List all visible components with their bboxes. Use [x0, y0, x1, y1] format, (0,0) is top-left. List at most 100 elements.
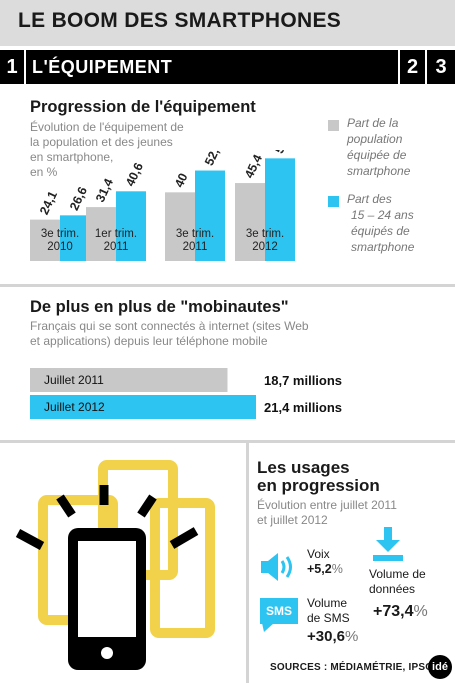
tab-2[interactable]: 2 [400, 50, 425, 84]
category-label: 3e trim. [246, 228, 284, 240]
bar-value-label: 52,7 [202, 150, 225, 168]
section3-title-line: en progression [257, 476, 380, 495]
legend-line: population [347, 132, 403, 146]
burst-line [56, 494, 76, 518]
phone-back-right-icon [150, 498, 215, 638]
legend-line: Part de la [347, 116, 399, 130]
tab-1[interactable]: 1 [0, 50, 24, 84]
burst-line [15, 529, 45, 550]
sms-label: Volume de SMS [307, 596, 350, 626]
bar-youth-0 [60, 215, 90, 261]
category-label: 2010 [47, 241, 73, 253]
section3-subtitle: Évolution entre juillet 2011 et juillet … [257, 498, 447, 528]
section1-subtitle: Évolution de l'équipement de la populati… [30, 120, 230, 180]
header-bar [0, 0, 455, 46]
data-label-line: données [369, 582, 416, 596]
data-label: Volume de données [369, 567, 426, 597]
section1-subtitle-line: la population et des jeunes [30, 135, 173, 149]
legend-youth: Part des 15 – 24 ans équipés de smartpho… [347, 191, 452, 255]
section3-subtitle-line: Évolution entre juillet 2011 [257, 498, 397, 512]
sms-value: +30,6% [307, 628, 358, 645]
burst-line [137, 494, 157, 518]
bar-value-label: 45,4 [242, 152, 265, 180]
category-label: 1er trim. [95, 228, 137, 240]
legend-line: équipés de [351, 224, 410, 238]
signal-burst-icon [15, 485, 199, 550]
section1-subtitle-line: Évolution de l'équipement de [30, 120, 184, 134]
legend-line: smartphone [351, 240, 415, 254]
category-label: 2012 [252, 241, 278, 253]
bar-value-label: 59,8 [272, 150, 295, 156]
smartphone-illustration [15, 460, 215, 670]
section2-subtitle-line: Français qui se sont connectés à interne… [30, 319, 309, 333]
bar-value-label: 40 [172, 171, 191, 190]
sms-bubble-tail-icon [262, 623, 274, 632]
legend-line: smartphone [347, 164, 411, 178]
bar-value-label: 40,6 [123, 161, 146, 189]
category-label: 2011 [183, 241, 208, 253]
speaker-icon [261, 553, 292, 581]
hbar-0 [30, 368, 228, 392]
section2-subtitle: Français qui se sont connectés à interne… [30, 319, 430, 349]
sms-icon: SMS [260, 598, 298, 624]
data-value-unit: % [413, 603, 428, 620]
bar-value-label: 31,4 [93, 176, 116, 204]
data-value: +73,4% [373, 603, 428, 621]
voice-value: +5,2% [307, 562, 343, 576]
section3-title: Les usages en progression [257, 459, 380, 495]
legend-line: équipée de [347, 148, 407, 162]
section3-subtitle-line: et juillet 2012 [257, 513, 328, 527]
bar-youth-1 [116, 191, 146, 261]
smartphone-icon [68, 528, 146, 670]
bar-population-1 [86, 207, 116, 261]
data-value-number: +73,4 [373, 603, 414, 620]
divider [0, 284, 455, 287]
section1-title: Progression de l'équipement [30, 98, 256, 116]
voice-value-unit: % [331, 562, 343, 576]
phone-home-button [101, 647, 113, 659]
sms-label-line: de SMS [307, 611, 350, 625]
bar-population-3 [235, 183, 265, 261]
hbar-1 [30, 395, 256, 419]
sms-value-unit: % [344, 628, 359, 645]
legend-line: Part des [347, 192, 392, 206]
sms-label-line: Volume [307, 596, 348, 610]
section3-title-line: Les usages [257, 458, 350, 477]
legend-swatch-population [328, 120, 339, 131]
page-title: LE BOOM DES SMARTPHONES [18, 9, 342, 32]
category-label: 3e trim. [176, 228, 214, 240]
category-label: 2011 [104, 241, 129, 253]
ide-logo: idé [428, 655, 452, 679]
sources-text: SOURCES : MÉDIAMÉTRIE, IPSOS [270, 662, 441, 673]
mobinautes-bar-chart: Juillet 2011 18,7 millions Juillet 2012 21,… [30, 368, 342, 419]
section1-subtitle-line: en smartphone, [30, 150, 114, 164]
bar-youth-2 [195, 170, 225, 261]
hbar-category-label: Juillet 2012 [44, 400, 105, 414]
section2-title: De plus en plus de "mobinautes" [30, 298, 289, 316]
burst-line [169, 527, 199, 549]
hbar-category-label: Juillet 2011 [44, 373, 104, 387]
divider [0, 440, 455, 443]
voice-value-number: +5,2 [307, 562, 332, 576]
vertical-divider [246, 443, 249, 683]
bar-population-2 [165, 192, 195, 261]
tab-bar: 1 L'ÉQUIPEMENT 2 3 [0, 50, 455, 84]
tab-1-label[interactable]: L'ÉQUIPEMENT [26, 50, 398, 84]
bar-population-0 [30, 219, 60, 261]
legend-swatch-youth [328, 196, 339, 207]
phone-screen [78, 541, 136, 637]
legend-line: 15 – 24 ans [351, 208, 414, 222]
section1-subtitle-line: en % [30, 165, 58, 179]
category-label: 3e trim. [41, 228, 79, 240]
hbar-value-label: 21,4 millions [264, 400, 342, 415]
hbar-value-label: 18,7 millions [264, 373, 342, 388]
bar-youth-3 [265, 158, 295, 261]
sms-value-number: +30,6 [307, 628, 345, 645]
download-icon [373, 527, 403, 561]
tab-3[interactable]: 3 [427, 50, 455, 84]
section2-subtitle-line: et applications) depuis leur téléphone m… [30, 334, 268, 348]
bar-value-label: 24,1 [37, 189, 60, 217]
data-label-line: Volume de [369, 567, 426, 581]
legend-population: Part de la population équipée de smartph… [347, 115, 452, 179]
